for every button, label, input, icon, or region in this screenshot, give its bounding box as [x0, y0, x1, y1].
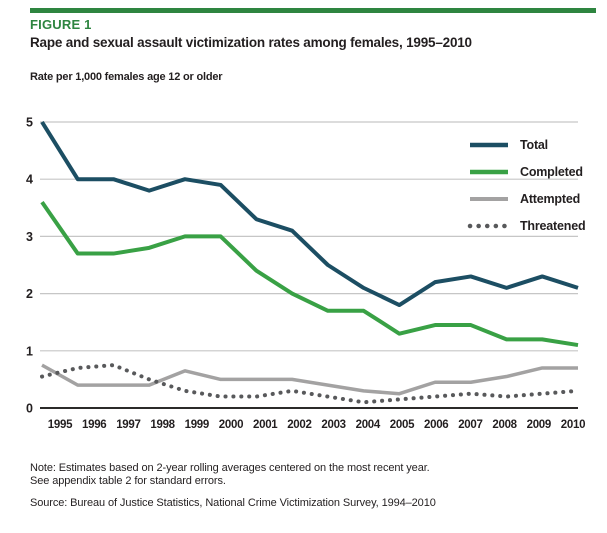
x-axis-tick-label: 1995	[48, 419, 73, 431]
legend-item-total: Total	[467, 131, 585, 158]
legend-swatch-completed	[470, 169, 508, 174]
chart-legend: Total Completed Attempted Threatened	[467, 131, 586, 239]
x-axis-tick-label: 2004	[356, 419, 381, 431]
legend-item-attempted: Attempted	[467, 185, 585, 212]
x-axis-tick-label: 2000	[219, 419, 243, 431]
legend-swatch-total	[470, 142, 508, 147]
series-line-completed	[40, 200, 579, 348]
x-axis-tick-label: 1997	[116, 419, 140, 431]
notes-block: Note: Estimates based on 2-year rolling …	[30, 462, 436, 510]
x-axis-tick-label: 2001	[253, 419, 278, 431]
legend-item-completed: Completed	[467, 158, 585, 185]
x-axis-tick-label: 2006	[424, 419, 448, 431]
note-line-1: Note: Estimates based on 2-year rolling …	[30, 462, 430, 474]
series-line-total	[40, 120, 579, 308]
legend-label: Total	[520, 137, 548, 152]
legend-swatch-threatened	[467, 223, 511, 228]
x-axis-tick-label: 1996	[82, 419, 106, 431]
legend-swatch-attempted	[470, 196, 508, 201]
y-axis-tick-label: 4	[26, 173, 33, 187]
x-axis-tick-label: 1999	[185, 419, 209, 431]
x-axis-tick-label: 2007	[458, 419, 482, 431]
note-line-2: See appendix table 2 for standard errors…	[30, 475, 226, 487]
y-axis-tick-label: 0	[26, 402, 33, 416]
legend-item-threatened: Threatened	[467, 212, 586, 239]
x-axis-tick-label: 2010	[561, 419, 585, 431]
legend-label: Attempted	[520, 191, 581, 206]
legend-label: Threatened	[520, 218, 586, 233]
x-axis-tick-label: 2003	[321, 419, 345, 431]
x-axis-tick-label: 2002	[287, 419, 311, 431]
x-axis-tick-label: 1998	[150, 419, 175, 431]
x-axis-tick-label: 2008	[492, 419, 517, 431]
x-axis-tick-label: 2009	[527, 419, 551, 431]
y-axis-units-label: Rate per 1,000 females age 12 or older	[30, 71, 223, 83]
figure-label: FIGURE 1	[30, 17, 92, 32]
legend-label: Completed	[520, 164, 583, 179]
figure-title: Rape and sexual assault victimization ra…	[30, 35, 472, 50]
accent-bar	[30, 8, 596, 13]
series-line-threatened	[40, 363, 580, 405]
y-axis-tick-label: 5	[26, 116, 33, 130]
x-axis-tick-label: 2005	[390, 419, 415, 431]
y-axis-tick-label: 3	[26, 230, 33, 244]
y-axis-tick-label: 2	[26, 287, 33, 301]
y-axis-tick-label: 1	[26, 344, 33, 358]
source-line: Source: Bureau of Justice Statistics, Na…	[30, 497, 436, 509]
series-line-attempted	[41, 363, 578, 396]
